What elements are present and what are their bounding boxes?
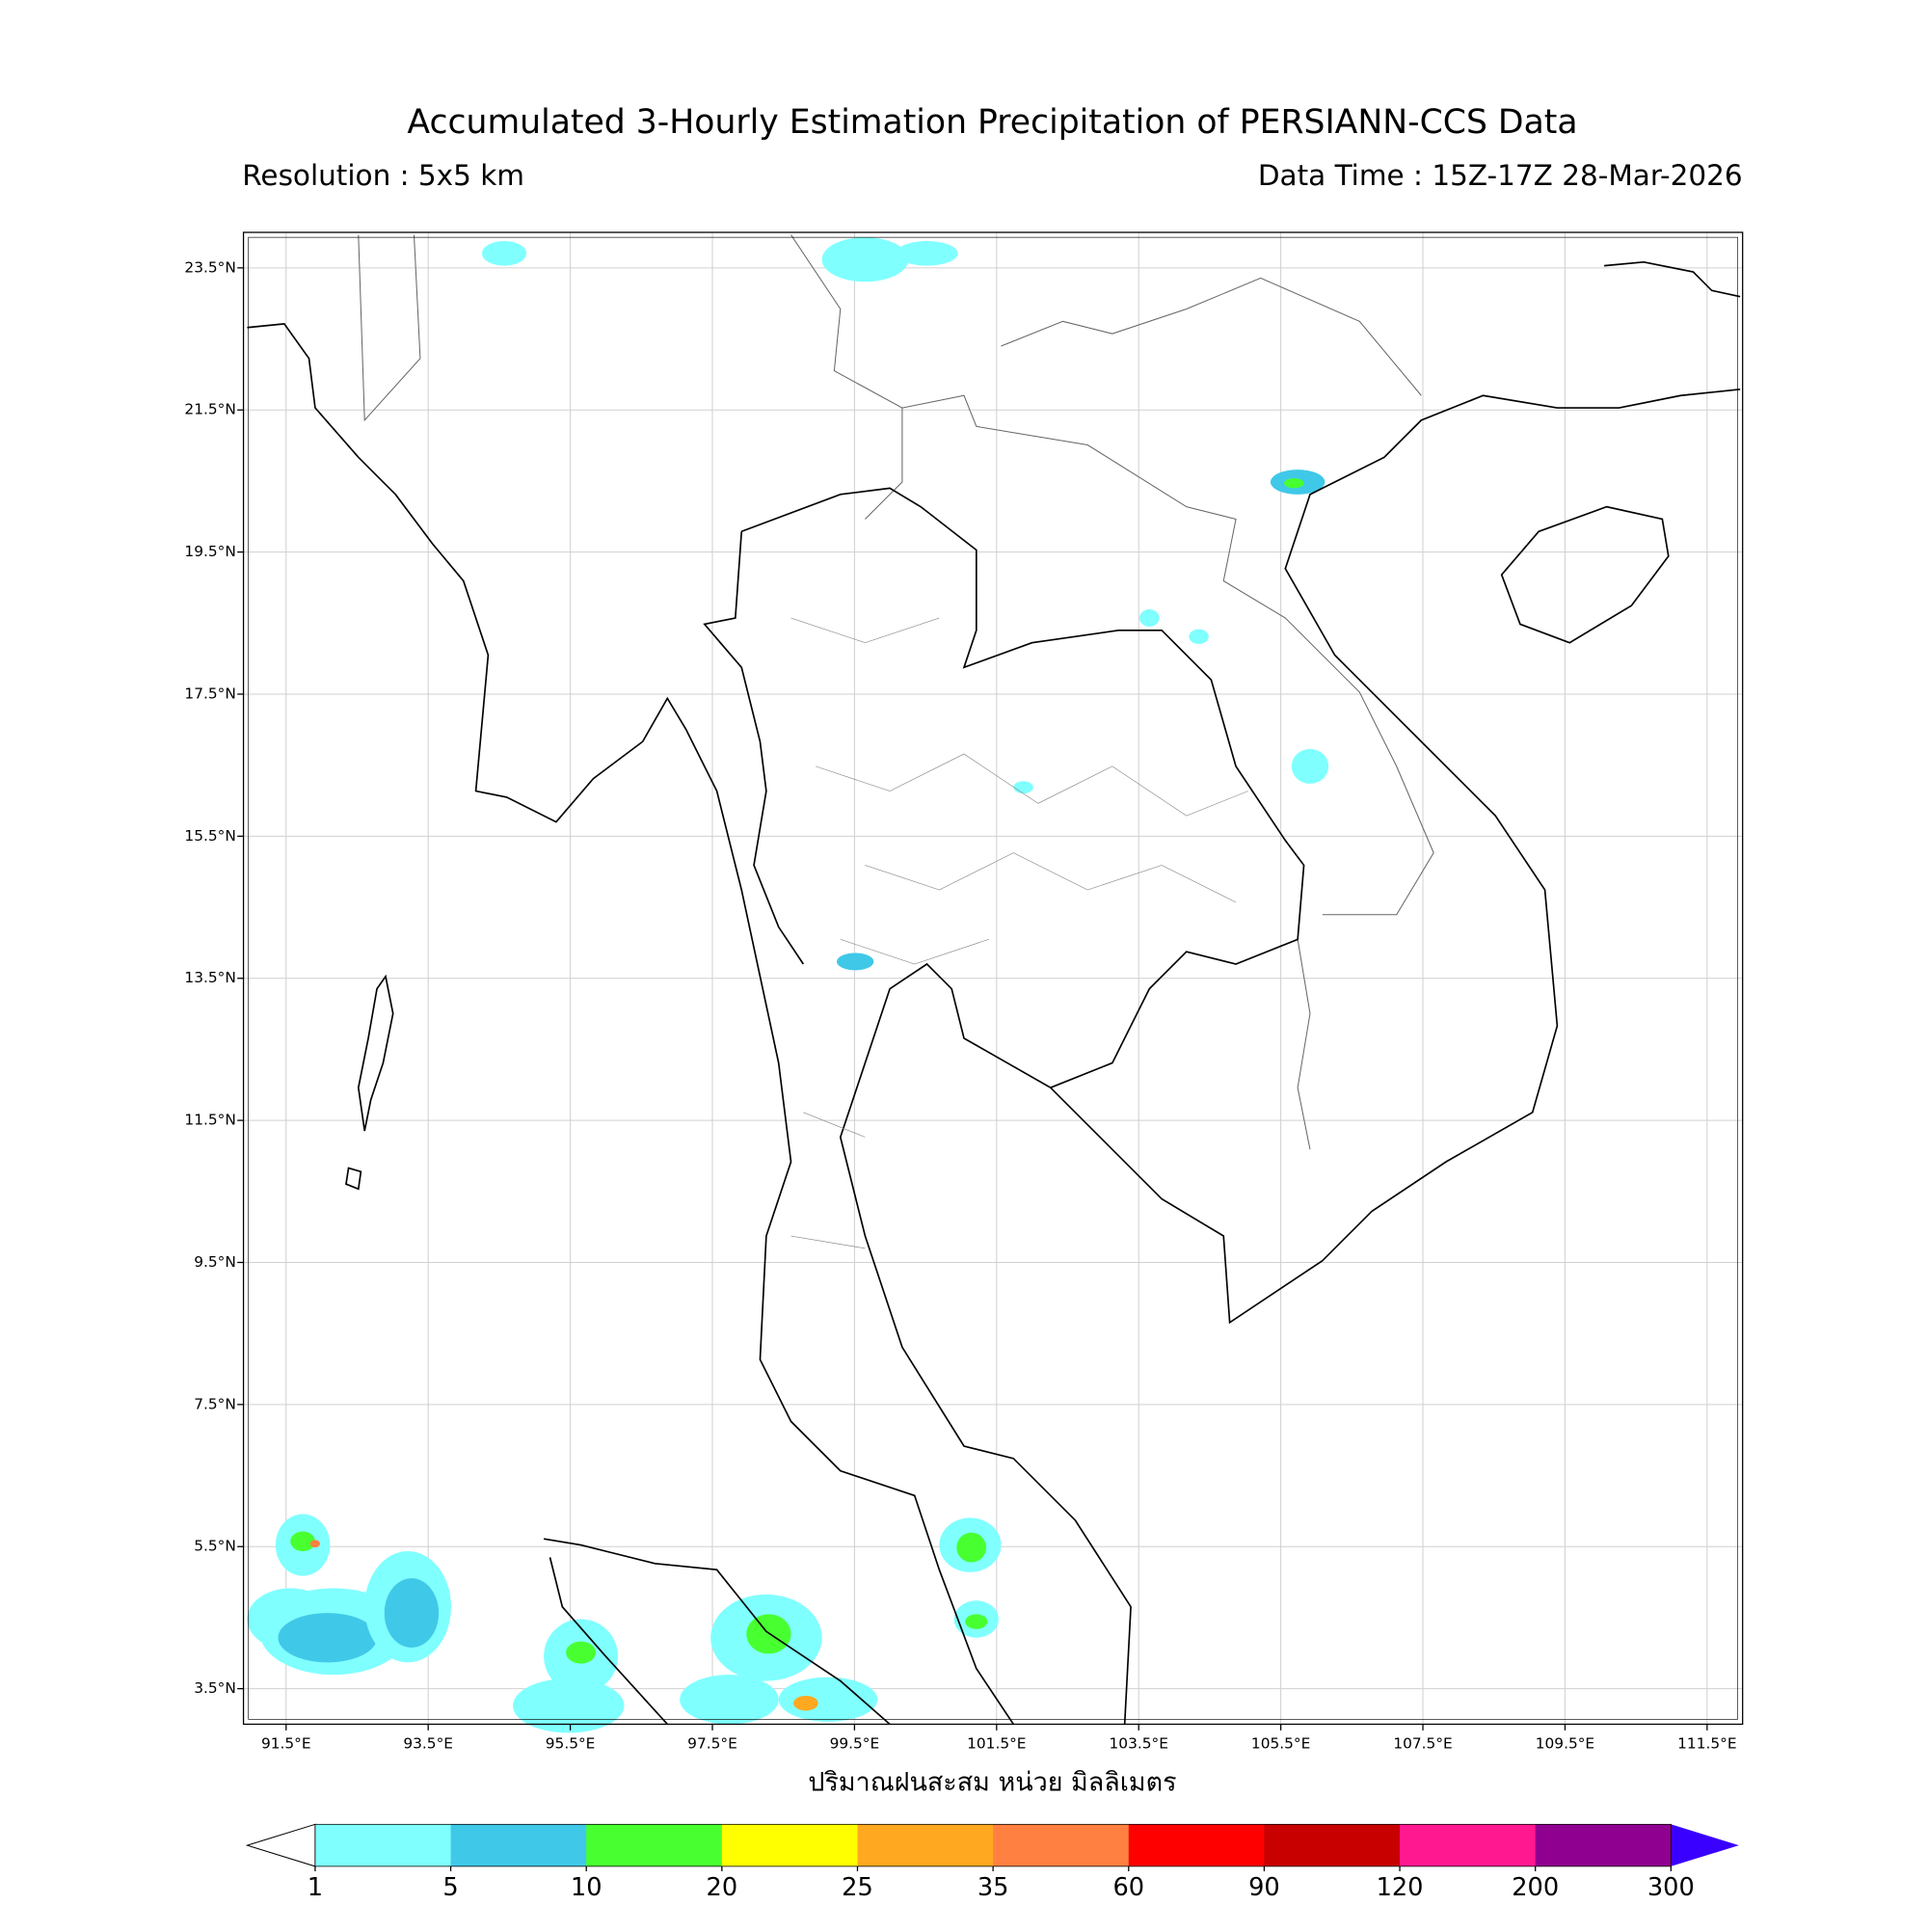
colorbar-label: 60 xyxy=(1112,1873,1144,1902)
colorbar-segment xyxy=(1128,1824,1266,1866)
y-tick-label: 7.5°N xyxy=(194,1395,236,1412)
colorbar-label: 20 xyxy=(707,1873,738,1902)
x-tick-label: 109.5°E xyxy=(1536,1734,1594,1752)
map-frame-inner xyxy=(248,236,1738,1720)
x-tick-label: 103.5°E xyxy=(1110,1734,1168,1752)
y-tick-label: 23.5°N xyxy=(184,258,235,276)
y-tick-label: 3.5°N xyxy=(194,1679,236,1697)
x-tick-label: 91.5°E xyxy=(261,1734,311,1752)
y-tick-label: 11.5°N xyxy=(184,1112,235,1129)
borders xyxy=(358,234,1434,1249)
x-tick-label: 95.5°E xyxy=(546,1734,596,1752)
colorbar-label: 35 xyxy=(977,1873,1009,1902)
y-tick-label: 15.5°N xyxy=(184,827,235,845)
colorbar-label: 5 xyxy=(442,1873,458,1902)
rain-areas xyxy=(247,237,1329,1733)
colorbar-under xyxy=(245,1823,316,1867)
y-tick-label: 9.5°N xyxy=(194,1253,236,1271)
x-tick-label: 101.5°E xyxy=(967,1734,1026,1752)
y-tick-label: 13.5°N xyxy=(184,969,235,986)
colorbar-segment xyxy=(1400,1824,1537,1866)
colorbar-segment xyxy=(1264,1824,1401,1866)
x-tick-label: 99.5°E xyxy=(830,1734,880,1752)
colorbar-label: 10 xyxy=(571,1873,602,1902)
x-axis-label: ปริมาณฝนสะสม หน่วย มิลลิเมตร xyxy=(808,1768,1176,1798)
colorbar-label: 25 xyxy=(842,1873,873,1902)
colorbar-segment xyxy=(450,1824,587,1866)
y-tick-label: 21.5°N xyxy=(184,401,235,418)
colorbar: 1 5 10 20 25 35 60 90 120 200 300 xyxy=(245,1823,1739,1902)
colorbar-label: 300 xyxy=(1647,1873,1695,1902)
resolution: Resolution : 5x5 km xyxy=(242,159,524,192)
x-tick-label: 111.5°E xyxy=(1677,1734,1736,1752)
x-tick-label: 105.5°E xyxy=(1251,1734,1310,1752)
colorbar-segment xyxy=(721,1824,859,1866)
x-tick-label: 107.5°E xyxy=(1393,1734,1452,1752)
colorbar-segment xyxy=(1535,1824,1672,1866)
colorbar-segment xyxy=(586,1824,723,1866)
colorbar-label: 120 xyxy=(1377,1873,1424,1902)
y-tick-label: 17.5°N xyxy=(184,684,235,702)
colorbar-label: 90 xyxy=(1248,1873,1280,1902)
grid xyxy=(243,232,1743,1725)
data-time: Data Time : 15Z-17Z 28-Mar-2026 xyxy=(1258,159,1743,192)
y-tick-label: 19.5°N xyxy=(184,543,235,560)
y-tick-label: 5.5°N xyxy=(194,1538,236,1555)
x-tick-label: 97.5°E xyxy=(687,1734,737,1752)
x-tick-label: 93.5°E xyxy=(403,1734,453,1752)
colorbar-label: 1 xyxy=(308,1873,323,1902)
title: Accumulated 3-Hourly Estimation Precipit… xyxy=(407,103,1577,142)
colorbar-segment xyxy=(314,1824,452,1866)
colorbar-over xyxy=(1671,1824,1739,1866)
colorbar-label: 200 xyxy=(1512,1873,1559,1902)
colorbar-segment xyxy=(993,1824,1130,1866)
coastlines xyxy=(247,260,1741,1726)
colorbar-segment xyxy=(857,1824,994,1866)
